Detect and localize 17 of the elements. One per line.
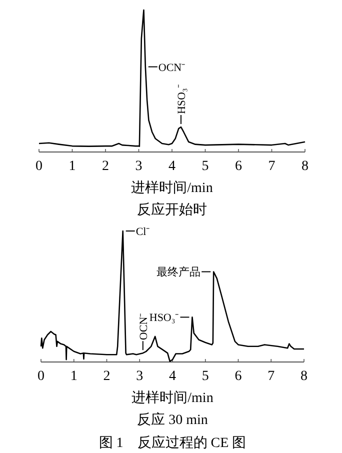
- caption: 图 1 反应过程的 CE 图: [98, 435, 246, 451]
- annotation: OCN⁻: [138, 312, 150, 351]
- annotation: HSO₃⁻: [176, 84, 188, 124]
- annotation: OCN⁻: [148, 62, 186, 74]
- x-axis-title: 进样时间/min: [132, 390, 214, 406]
- annotation: Cl⁻: [125, 226, 150, 238]
- x-axis-title: 进样时间/min: [131, 180, 213, 196]
- annotation: OCN⁻: [158, 62, 186, 74]
- annotation: HSO₃⁻: [149, 312, 180, 324]
- text: 反应 30 min: [137, 412, 208, 428]
- text: 反应开始时: [137, 202, 207, 218]
- annotation: Cl⁻: [136, 226, 150, 238]
- annotation: HSO₃⁻: [149, 312, 190, 324]
- annotation: HSO₃⁻: [176, 84, 188, 114]
- annotation: 最终产品: [156, 266, 201, 279]
- annotation: OCN⁻: [138, 312, 150, 340]
- annotation: 最终产品: [156, 266, 212, 279]
